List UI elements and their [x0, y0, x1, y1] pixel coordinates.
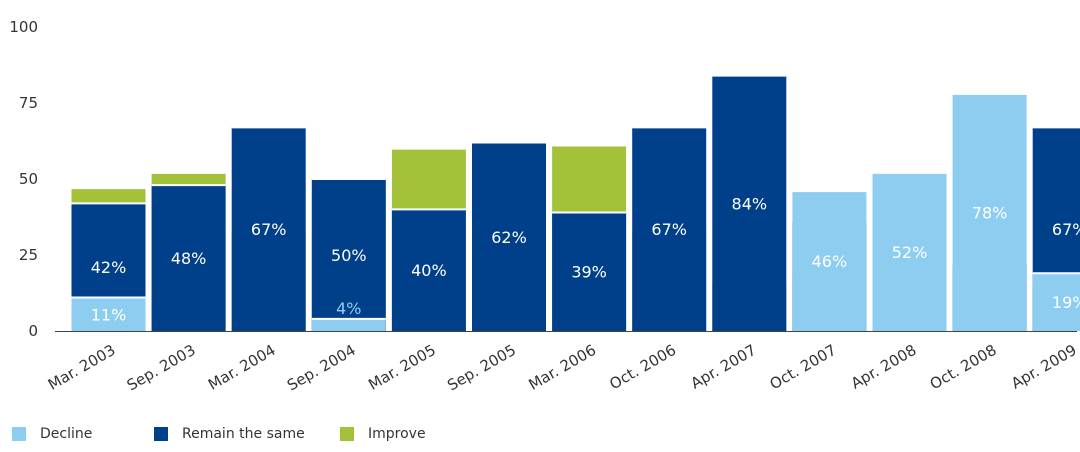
x-tick-label: Sep. 2003 — [124, 341, 199, 395]
legend-item-remain: Remain the same — [154, 426, 340, 442]
data-label: 39% — [571, 263, 607, 282]
data-label: 19% — [1052, 293, 1080, 312]
x-tick-label: Oct. 2008 — [927, 341, 1000, 393]
bar-decline — [311, 318, 386, 331]
legend-label-remain: Remain the same — [182, 426, 305, 442]
x-tick-label: Apr. 2008 — [848, 341, 920, 393]
bar-remain-the-same — [472, 142, 546, 331]
legend-item-decline: Decline — [12, 426, 154, 442]
chart-plot-area: 025507510047%42%11%Mar. 200352%48%Sep. 2… — [9, 18, 1080, 395]
x-tick-label: Mar. 2006 — [525, 341, 599, 394]
legend-swatch-remain — [154, 427, 168, 441]
bar-remain-the-same — [151, 185, 226, 331]
y-tick-label: 75 — [19, 94, 38, 112]
x-tick-label: Mar. 2005 — [365, 341, 439, 394]
bar-remain-the-same — [311, 179, 386, 331]
data-label: 78% — [972, 203, 1008, 222]
data-label: 62% — [491, 228, 527, 247]
bar-remain-the-same — [231, 127, 306, 331]
x-tick-label: Oct. 2006 — [606, 341, 679, 393]
bar-remain-the-same — [632, 127, 707, 331]
x-tick-label: Apr. 2007 — [688, 341, 760, 393]
legend-label-improve: Improve — [368, 426, 426, 442]
data-label: 52% — [892, 243, 928, 262]
bar-decline — [1032, 273, 1080, 331]
bar-remain-the-same — [552, 212, 627, 331]
legend-label-decline: Decline — [40, 426, 93, 442]
y-tick-label: 100 — [9, 18, 38, 36]
data-label: 48% — [171, 249, 207, 268]
data-label: 11% — [91, 305, 127, 324]
x-tick-label: Sep. 2005 — [444, 341, 519, 395]
bar-decline — [71, 297, 146, 331]
chart-legend: Decline Remain the same Improve — [12, 426, 426, 442]
data-label: 50% — [331, 246, 367, 265]
x-tick-label: Mar. 2003 — [45, 341, 119, 394]
legend-swatch-improve — [340, 427, 354, 441]
y-tick-label: 0 — [28, 322, 38, 340]
bar-decline — [872, 172, 947, 331]
x-tick-label: Mar. 2004 — [205, 341, 279, 394]
legend-swatch-decline — [12, 427, 26, 441]
x-tick-label: Sep. 2004 — [284, 341, 359, 395]
data-label: 67% — [251, 220, 287, 239]
data-label: 84% — [732, 194, 768, 213]
bar-decline — [952, 93, 1027, 331]
data-label: 67% — [651, 220, 687, 239]
y-tick-label: 25 — [19, 246, 38, 264]
y-tick-label: 50 — [19, 170, 38, 188]
bar-decline — [792, 191, 867, 331]
x-tick-label: Apr. 2009 — [1008, 341, 1080, 393]
data-label: 4% — [336, 299, 361, 318]
bar-remain-the-same — [391, 209, 466, 331]
data-label: 40% — [411, 261, 447, 280]
bar-remain-the-same — [712, 75, 787, 331]
data-label: 67% — [1052, 220, 1080, 239]
data-label: 42% — [91, 258, 127, 277]
x-tick-label: Oct. 2007 — [767, 341, 840, 393]
data-label: 46% — [812, 252, 848, 271]
legend-item-improve: Improve — [340, 426, 426, 442]
